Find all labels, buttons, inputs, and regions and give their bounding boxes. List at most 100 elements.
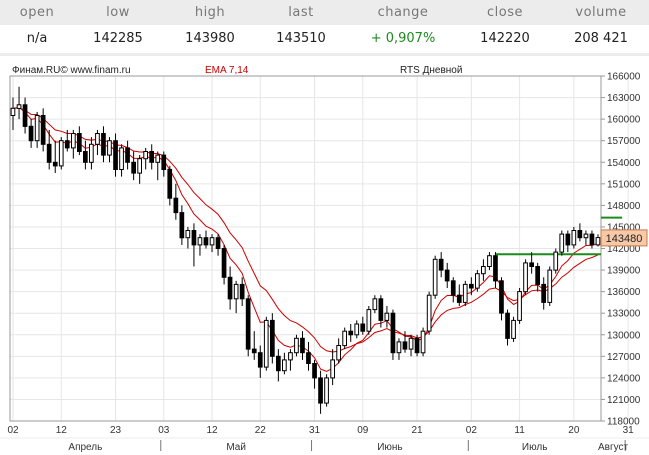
candle [52, 140, 58, 174]
candle [215, 234, 221, 256]
candle-body [384, 312, 390, 321]
candle-body [179, 212, 185, 239]
candle-body [28, 125, 34, 142]
candle-body [203, 237, 209, 246]
candle [396, 338, 402, 360]
x-day-label: 31 [309, 425, 321, 436]
candle-body [487, 255, 492, 267]
candle-body [83, 151, 88, 163]
candle [34, 111, 40, 148]
candle [89, 137, 94, 170]
quote-label-low: low [106, 5, 130, 20]
candle-body [46, 143, 52, 163]
x-day-label: 03 [158, 425, 170, 436]
candle-body [583, 233, 589, 239]
candle [227, 266, 233, 310]
candle [529, 252, 534, 274]
quote-label-open: open [19, 5, 55, 20]
candle [203, 230, 209, 249]
candle [414, 334, 420, 357]
candle-body [312, 363, 317, 379]
price-chart: 166000 163000 160000 157000 154000 151000 1480… [0, 58, 649, 455]
candle [83, 140, 88, 170]
y-tick-label: 130000 [607, 330, 641, 341]
candle-body [155, 154, 161, 163]
quote-value-last: 143510 [276, 31, 326, 46]
candle-body [227, 276, 233, 300]
candle [420, 327, 426, 357]
candle-body [161, 154, 167, 170]
candle-body [276, 355, 281, 372]
y-tick-label: 121000 [607, 395, 641, 406]
candle-body [414, 337, 420, 354]
quote-label-change: change [377, 5, 429, 20]
candle [10, 97, 16, 130]
y-tick-label: 139000 [607, 266, 641, 277]
candle-body [336, 345, 341, 361]
candle-body [64, 140, 70, 149]
candle [487, 252, 492, 271]
candle [251, 331, 257, 360]
candle [95, 129, 100, 156]
candle-body [450, 280, 456, 296]
candle [288, 349, 293, 371]
candle-body [481, 266, 486, 275]
candle-body [432, 258, 438, 296]
candle [559, 230, 565, 256]
x-month-label: Август [598, 442, 629, 453]
candle [360, 316, 366, 335]
quote-value-low: 142285 [93, 31, 143, 46]
x-day-label: 12 [56, 425, 68, 436]
candle [462, 280, 468, 306]
candle-body [330, 359, 335, 379]
candle-body [77, 133, 82, 152]
candle [245, 295, 251, 357]
candle [469, 277, 474, 296]
quote-value-open: n/a [26, 31, 48, 46]
candle [475, 270, 480, 292]
candle [173, 183, 179, 220]
candle [155, 151, 161, 181]
candle-body [366, 309, 372, 332]
candle [577, 223, 583, 242]
x-month-label: Июнь [377, 442, 402, 453]
x-day-label: 31 [623, 425, 635, 436]
candle-body [559, 233, 565, 253]
quote-panel: open low high last change close volume n… [0, 0, 649, 56]
candle [408, 334, 414, 357]
candle-body [221, 248, 227, 278]
candle [312, 359, 317, 389]
candle-body [185, 230, 191, 239]
candle-body [529, 262, 534, 267]
candle [125, 140, 130, 170]
candle [161, 151, 167, 177]
quote-label-high: high [194, 5, 226, 20]
candle [179, 205, 185, 245]
candle-body [107, 140, 112, 156]
last-price-box [600, 229, 648, 247]
candle-body [245, 298, 251, 350]
quote-value-high: 143980 [185, 31, 235, 46]
x-day-label: 22 [255, 425, 267, 436]
candle-body [493, 255, 498, 282]
candle-body [197, 237, 203, 246]
candle [318, 370, 323, 414]
candle-body [402, 341, 408, 350]
candle-body [523, 262, 528, 293]
candle [595, 234, 601, 247]
candle [270, 313, 275, 364]
candle [119, 144, 124, 177]
candle-body [300, 337, 305, 354]
y-tick-label: 157000 [607, 136, 641, 147]
candle [583, 230, 589, 245]
candle-body [16, 104, 22, 109]
y-tick-label: 142000 [607, 244, 641, 255]
candle-body [408, 337, 414, 350]
candle-body [390, 312, 396, 354]
candle-body [318, 377, 323, 404]
candle [40, 108, 46, 152]
candle [197, 234, 203, 256]
candle-body [505, 312, 510, 339]
x-day-label: 09 [357, 425, 369, 436]
candle-body [372, 298, 378, 311]
